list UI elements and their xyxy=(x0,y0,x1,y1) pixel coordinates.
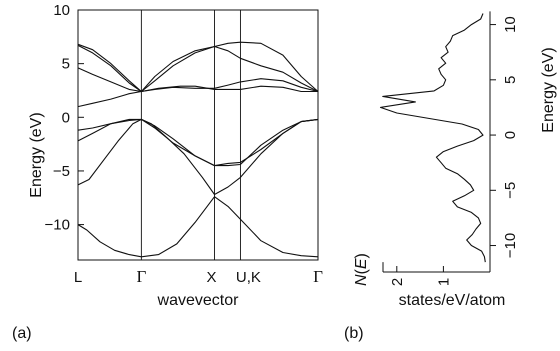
y-tick-label-a: 0 xyxy=(62,109,70,126)
x-tick-label-b: 2 xyxy=(389,278,406,286)
dos-unit-label: states/eV/atom xyxy=(399,292,506,309)
y-tick-label-b: 10 xyxy=(502,16,519,33)
svg-text:N(E): N(E) xyxy=(353,253,370,286)
k-point-label: Γ xyxy=(136,267,146,286)
dos-n-symbol: N xyxy=(353,274,370,286)
x-tick-label-b: 1 xyxy=(435,278,452,286)
y-tick-label-a: −10 xyxy=(45,217,70,234)
band-line xyxy=(77,118,319,196)
dos-e-symbol: E xyxy=(353,258,370,269)
energy-axis-label-a: Energy (eV) xyxy=(28,112,45,197)
y-tick-label-a: 5 xyxy=(62,56,70,73)
band-line xyxy=(77,44,319,93)
y-tick-label-a: −5 xyxy=(53,163,70,180)
y-tick-label-b: −10 xyxy=(502,233,519,258)
k-point-label: U,K xyxy=(236,269,261,286)
k-point-label: X xyxy=(207,269,217,286)
k-point-label: L xyxy=(74,269,82,286)
dos-symbol-label: N(E) xyxy=(353,253,370,286)
band-line xyxy=(77,41,319,93)
y-tick-label-b: −5 xyxy=(502,182,519,199)
y-tick-label-b: 5 xyxy=(502,76,519,84)
k-point-label: Γ xyxy=(313,267,323,286)
y-tick-label-a: 10 xyxy=(53,2,70,19)
plot-frame-a xyxy=(77,9,319,261)
band-line xyxy=(77,85,318,108)
y-tick-label-b: 0 xyxy=(502,131,519,139)
band-line xyxy=(77,118,319,167)
panel-a-label: (a) xyxy=(12,325,32,342)
wavevector-axis-label: wavevector xyxy=(157,292,240,309)
band-line xyxy=(77,196,319,258)
band-line xyxy=(77,67,319,93)
dos-curve xyxy=(379,13,486,263)
band-line xyxy=(77,118,319,167)
panel-b-label: (b) xyxy=(344,325,364,342)
energy-axis-label-b: Energy (eV) xyxy=(540,47,557,132)
